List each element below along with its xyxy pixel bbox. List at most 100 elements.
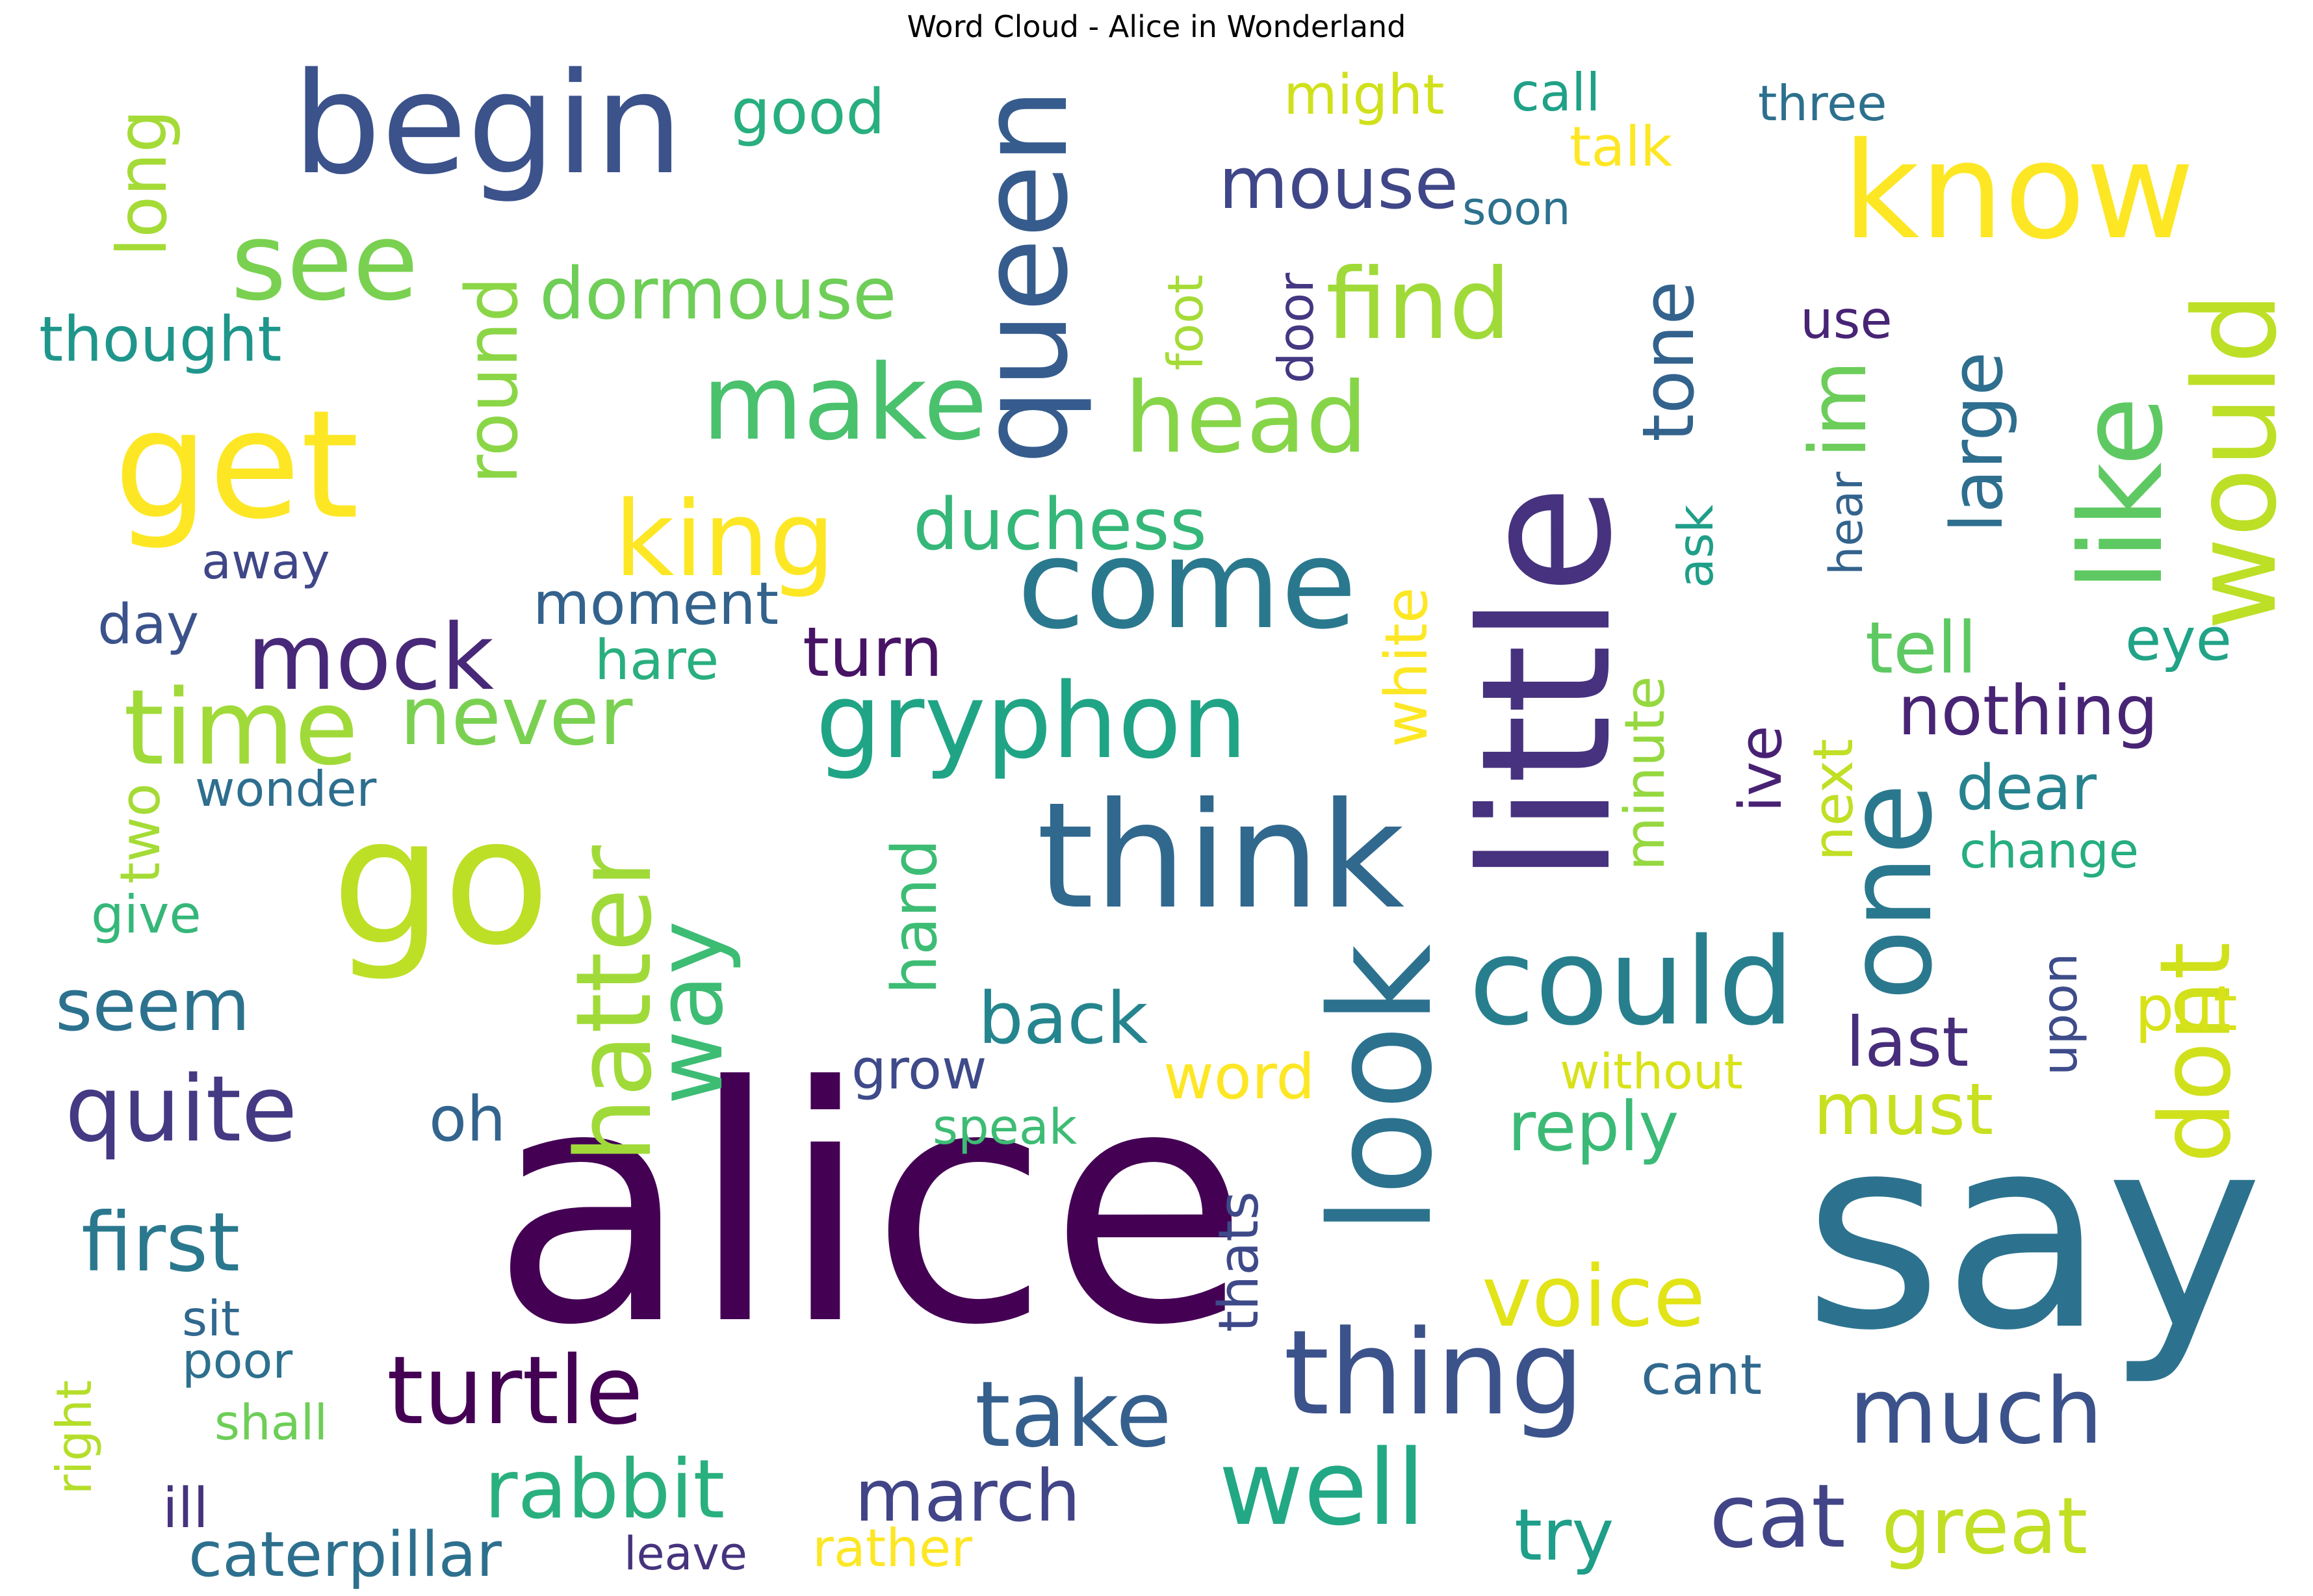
word-large: large (1935, 352, 2019, 533)
word-foot: foot (1157, 274, 1214, 370)
word-hear: hear (1820, 472, 1873, 575)
word-never: never (400, 669, 633, 764)
word-king: king (614, 478, 835, 600)
word-cat: cat (1709, 1465, 1846, 1567)
word-tone: tone (1627, 281, 1710, 442)
word-eye: eye (2125, 606, 2232, 674)
word-first: first (81, 1196, 240, 1290)
word-ask: ask (1667, 504, 1724, 588)
word-go: go (331, 779, 550, 984)
word-look: look (1300, 944, 1463, 1235)
word-must: must (1813, 1068, 1993, 1151)
word-speak: speak (933, 1098, 1078, 1155)
word-seem: seem (55, 964, 250, 1047)
word-mock: mock (247, 605, 494, 711)
word-little: little (1443, 485, 1651, 884)
word-reply: reply (1508, 1087, 1679, 1166)
word-call: call (1511, 62, 1600, 123)
word-rabbit: rabbit (484, 1443, 725, 1537)
word-right: right (45, 1380, 103, 1495)
word-mouse: mouse (1219, 142, 1458, 225)
word-soon: soon (1462, 182, 1571, 235)
word-sit: sit (182, 1290, 240, 1347)
word-wonder: wonder (195, 760, 377, 817)
word-last: last (1846, 1003, 1969, 1082)
word-ive: ive (1727, 725, 1795, 812)
word-way: way (638, 921, 743, 1105)
word-alice: alice (491, 1018, 1249, 1396)
word-hand: hand (879, 839, 951, 994)
word-well: well (1219, 1427, 1425, 1549)
word-day: day (97, 593, 199, 657)
word-word: word (1163, 1042, 1315, 1113)
word-put: put (2135, 973, 2238, 1045)
word-white: white (1373, 587, 1441, 747)
word-know: know (1842, 114, 2195, 269)
word-march: march (855, 1454, 1081, 1538)
word-great: great (1881, 1482, 2087, 1572)
word-ill: ill (162, 1476, 209, 1541)
word-im: im (1794, 361, 1884, 458)
word-hatter: hatter (553, 845, 675, 1163)
word-next: next (1802, 739, 1866, 861)
word-grow: grow (851, 1038, 987, 1102)
word-poor: poor (182, 1332, 292, 1389)
word-oh: oh (429, 1084, 506, 1155)
word-get: get (114, 379, 359, 552)
word-dormouse: dormouse (539, 252, 897, 335)
word-talk: talk (1570, 115, 1672, 179)
word-much: much (1849, 1359, 2103, 1465)
word-begin: begin (292, 42, 683, 205)
chart-title: Word Cloud - Alice in Wonderland (907, 9, 1406, 44)
word-come: come (1017, 513, 1357, 656)
word-minute: minute (1613, 676, 1677, 871)
word-duchess: duchess (913, 483, 1207, 566)
word-quite: quite (65, 1057, 298, 1163)
word-one: one (1822, 783, 1958, 1001)
word-dear: dear (1956, 753, 2097, 824)
word-thing: thing (1284, 1306, 1584, 1441)
word-make: make (702, 342, 987, 463)
word-turn: turn (803, 613, 943, 692)
word-two: two (109, 783, 173, 884)
word-use: use (1800, 290, 1893, 350)
word-thats: thats (1207, 1191, 1271, 1332)
word-give: give (91, 884, 201, 945)
word-voice: voice (1482, 1247, 1705, 1346)
word-long: long (103, 109, 182, 257)
word-take: take (975, 1362, 1172, 1468)
word-dont: dont (2139, 942, 2253, 1163)
word-think: think (1037, 771, 1404, 942)
word-three: three (1758, 75, 1887, 132)
word-thought: thought (39, 304, 282, 376)
word-could: could (1469, 912, 1794, 1052)
word-good: good (731, 77, 885, 148)
word-turtle: turtle (387, 1336, 643, 1446)
word-cant: cant (1641, 1343, 1762, 1408)
word-hare: hare (595, 628, 719, 693)
word-shall: shall (214, 1394, 328, 1451)
word-try: try (1514, 1493, 1614, 1577)
word-would: would (2170, 292, 2302, 630)
word-rather: rather (812, 1518, 972, 1578)
word-tell: tell (1865, 606, 1977, 689)
word-away: away (201, 533, 330, 590)
word-round: round (450, 277, 534, 484)
word-change: change (1959, 822, 2139, 879)
word-find: find (1326, 248, 1511, 361)
word-door: door (1267, 273, 1324, 383)
word-time: time (123, 667, 358, 788)
word-like: like (2056, 396, 2188, 591)
word-upon: upon (2031, 953, 2088, 1075)
word-might: might (1284, 63, 1445, 127)
word-queen: queen (954, 88, 1094, 465)
word-moment: moment (533, 570, 779, 638)
word-see: see (231, 200, 419, 324)
word-nothing: nothing (1898, 671, 2158, 751)
word-caterpillar: caterpillar (188, 1519, 502, 1591)
word-back: back (978, 977, 1148, 1060)
word-say: say (1803, 1078, 2264, 1389)
word-head: head (1124, 362, 1368, 475)
